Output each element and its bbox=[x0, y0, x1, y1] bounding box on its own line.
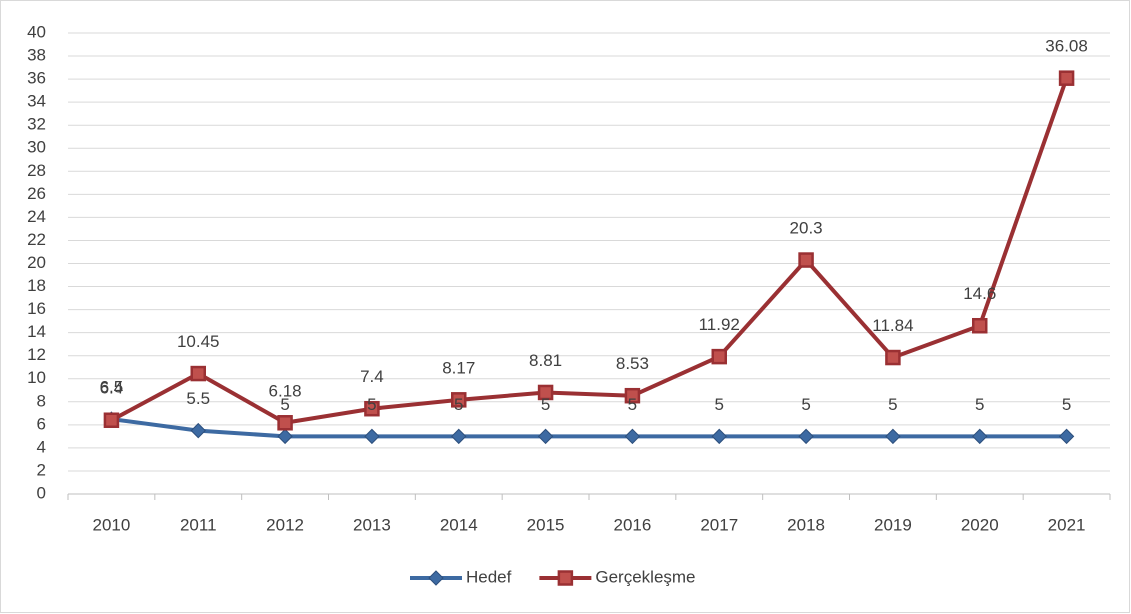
data-label: 6.4 bbox=[100, 379, 124, 398]
data-label: 5 bbox=[454, 395, 463, 414]
marker bbox=[972, 428, 988, 445]
x-tick-label: 2013 bbox=[353, 515, 391, 534]
x-tick-label: 2016 bbox=[614, 515, 652, 534]
x-tick-label: 2010 bbox=[93, 515, 131, 534]
marker bbox=[364, 428, 380, 445]
marker bbox=[364, 400, 380, 417]
series-line bbox=[110, 77, 1069, 425]
legend-label: Gerçekleşme bbox=[595, 567, 695, 586]
marker bbox=[624, 428, 641, 445]
y-tick-label: 40 bbox=[27, 22, 46, 41]
x-tick-label: 2021 bbox=[1048, 515, 1086, 534]
y-tick-label: 20 bbox=[27, 253, 46, 272]
data-label: 36.08 bbox=[1045, 37, 1088, 56]
data-label: 11.84 bbox=[872, 316, 913, 335]
data-label: 10.45 bbox=[177, 332, 220, 351]
y-tick-label: 0 bbox=[37, 483, 46, 502]
x-tick-label: 2017 bbox=[700, 515, 738, 534]
y-tick-label: 32 bbox=[27, 115, 46, 134]
y-tick-label: 28 bbox=[27, 161, 46, 180]
data-label: 11.92 bbox=[699, 315, 740, 334]
y-tick-label: 24 bbox=[27, 207, 46, 226]
marker bbox=[277, 415, 293, 431]
marker bbox=[624, 387, 641, 404]
y-tick-label: 26 bbox=[27, 184, 46, 203]
marker bbox=[537, 384, 554, 401]
marker bbox=[972, 317, 988, 334]
x-tick-label: 2011 bbox=[180, 515, 217, 534]
marker bbox=[1058, 70, 1075, 86]
y-tick-label: 12 bbox=[27, 345, 46, 364]
data-label: 6.18 bbox=[269, 381, 302, 400]
data-label: 5 bbox=[367, 395, 376, 414]
data-label: 8.17 bbox=[442, 358, 475, 377]
x-tick-label: 2015 bbox=[527, 515, 565, 534]
y-tick-label: 14 bbox=[27, 322, 46, 341]
data-label: 8.53 bbox=[616, 354, 649, 373]
marker bbox=[451, 392, 467, 408]
data-label: 5 bbox=[975, 395, 984, 414]
y-tick-label: 2 bbox=[37, 460, 46, 479]
marker bbox=[798, 428, 814, 445]
data-label: 8.81 bbox=[529, 351, 562, 370]
y-tick-label: 22 bbox=[27, 230, 46, 249]
marker bbox=[885, 349, 901, 366]
marker bbox=[103, 412, 120, 428]
y-tick-label: 38 bbox=[27, 46, 46, 65]
marker bbox=[277, 428, 293, 445]
y-tick-label: 16 bbox=[27, 299, 46, 318]
legend-label: Hedef bbox=[466, 567, 512, 586]
data-label: 5 bbox=[628, 395, 637, 414]
y-tick-label: 6 bbox=[37, 414, 46, 433]
y-tick-label: 18 bbox=[27, 276, 46, 295]
marker bbox=[428, 570, 444, 586]
data-label: 20.3 bbox=[790, 219, 823, 238]
marker bbox=[557, 570, 574, 586]
data-label: 14.6 bbox=[963, 284, 996, 303]
data-label: 5.5 bbox=[186, 389, 210, 408]
data-label: 6.5 bbox=[100, 378, 124, 397]
marker bbox=[711, 348, 727, 365]
marker bbox=[190, 365, 206, 382]
x-tick-label: 2018 bbox=[787, 515, 825, 534]
data-label: 7.4 bbox=[360, 367, 384, 386]
y-tick-label: 4 bbox=[37, 437, 46, 456]
y-tick-label: 34 bbox=[27, 92, 46, 111]
y-tick-label: 36 bbox=[27, 69, 46, 88]
x-tick-label: 2014 bbox=[440, 515, 478, 534]
series-line bbox=[111, 417, 1067, 439]
data-label: 5 bbox=[715, 395, 724, 414]
marker bbox=[711, 428, 727, 445]
marker bbox=[1058, 428, 1075, 445]
data-label: 5 bbox=[801, 395, 810, 414]
marker bbox=[885, 428, 901, 445]
data-label: 5 bbox=[888, 395, 897, 414]
x-tick-label: 2019 bbox=[874, 515, 912, 534]
x-tick-label: 2012 bbox=[266, 515, 304, 534]
y-tick-label: 10 bbox=[27, 368, 46, 387]
marker bbox=[537, 428, 554, 445]
marker bbox=[451, 428, 467, 445]
y-tick-label: 30 bbox=[27, 138, 46, 157]
marker bbox=[798, 252, 814, 268]
data-label: 5 bbox=[1062, 395, 1071, 414]
x-tick-label: 2020 bbox=[961, 515, 999, 534]
data-label: 5 bbox=[541, 395, 550, 414]
y-tick-label: 8 bbox=[37, 391, 46, 410]
marker bbox=[190, 422, 206, 439]
data-label: 5 bbox=[280, 395, 289, 414]
